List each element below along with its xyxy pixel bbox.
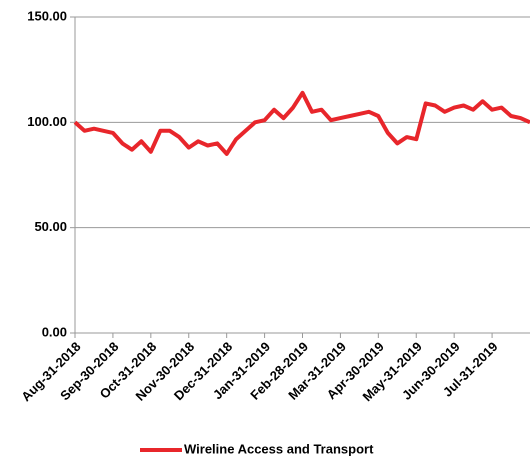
line [73,90,530,156]
y-tick-label: 100.00 [27,114,67,129]
y-tick-label: 0.00 [42,324,67,339]
y-tick-label: 50.00 [34,219,67,234]
legend-label: Wireline Access and Transport [184,441,374,456]
y-tick-label: 150.00 [27,8,67,23]
